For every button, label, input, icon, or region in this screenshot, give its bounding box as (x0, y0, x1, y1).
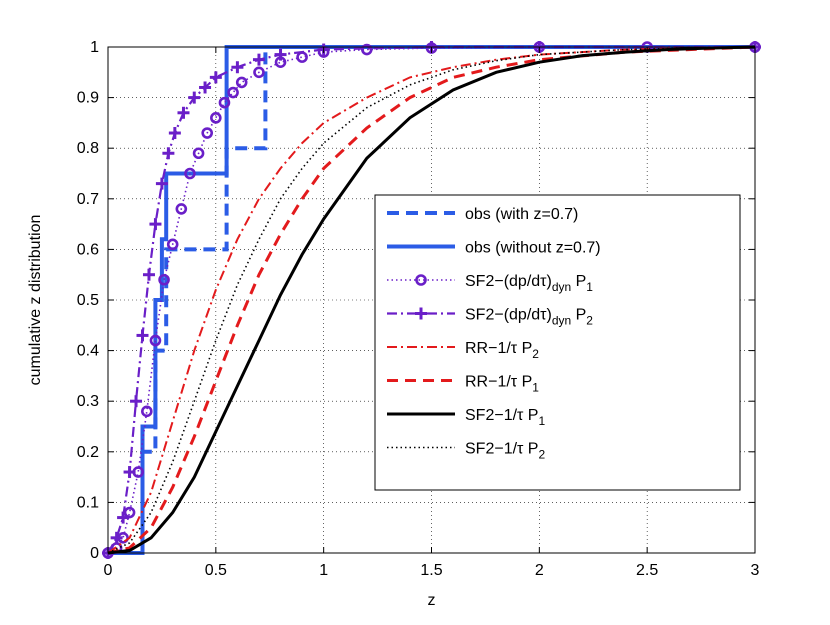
legend-label: RR−1/τ P1 (465, 374, 539, 395)
y-tick-label: 0.4 (77, 343, 99, 360)
series-line (107, 45, 755, 554)
data-point (209, 71, 222, 84)
data-point (175, 203, 188, 215)
data-point (192, 147, 205, 160)
series-line (107, 46, 756, 554)
y-tick-label: 0.3 (77, 393, 99, 410)
data-point (117, 511, 130, 524)
legend-label: RR−1/τ P2 (465, 340, 539, 361)
series-line (107, 46, 755, 554)
x-tick-label: 1 (319, 562, 328, 579)
legend-label: SF2−1/τ P1 (465, 407, 545, 428)
y-tick-label: 0.9 (77, 90, 99, 107)
data-point (218, 96, 231, 109)
series-1 (108, 45, 755, 555)
legend-entry: RR−1/τ P1 (387, 374, 539, 395)
data-point (201, 127, 214, 139)
tick-labels: 0 0.5 1 1.5 2 2.5 3 0 0.1 0.2 0.3 0.4 0.5 0.6 0.7 0.8 0.… (77, 39, 760, 579)
data-point (199, 81, 212, 94)
legend-entry: SF2−1/τ P2 (387, 441, 545, 462)
series-line (108, 45, 755, 555)
legend-box (374, 194, 741, 491)
x-tick-label: 1.5 (420, 562, 442, 579)
legend-entry: RR−1/τ P2 (387, 340, 539, 361)
x-axis-label: z (428, 592, 436, 609)
y-tick-label: 0.5 (77, 292, 99, 309)
y-tick-label: 0.8 (77, 140, 99, 157)
data-point (158, 273, 170, 286)
data-point (231, 61, 244, 74)
data-point (184, 167, 196, 180)
data-point (188, 91, 201, 104)
data-point (123, 506, 136, 519)
legend-label: obs (with z=0.7) (465, 206, 578, 223)
x-tick-label: 3 (751, 562, 760, 579)
data-point (141, 405, 153, 418)
x-tick-label: 0.5 (205, 562, 227, 579)
data-point (149, 334, 162, 347)
legend-entry: obs (with z=0.7) (387, 206, 578, 223)
series-4 (107, 46, 756, 554)
data-point (123, 466, 136, 479)
data-point (142, 268, 155, 281)
data-point (210, 112, 222, 124)
series-line (107, 46, 756, 554)
data-point (155, 177, 168, 190)
data-point (253, 66, 265, 79)
series-line (107, 45, 756, 555)
x-tick-label: 2.5 (636, 562, 658, 579)
legend-entry: SF2−(dp/dτ)dyn P2 (387, 307, 593, 328)
legend-marker (415, 274, 427, 286)
legend-entry: obs (without z=0.7) (387, 240, 601, 257)
series-6 (107, 45, 756, 555)
legend-label: obs (without z=0.7) (465, 240, 601, 257)
data-point (110, 531, 123, 544)
data-point (252, 53, 265, 66)
legend-entry: SF2−1/τ P1 (387, 407, 545, 428)
tick-marks (107, 46, 756, 554)
x-tick-label: 2 (535, 562, 544, 579)
y-tick-label: 0.7 (77, 191, 99, 208)
data-point (227, 86, 239, 99)
legend-label: SF2−(dp/dτ)dyn P1 (465, 273, 593, 294)
y-tick-label: 1 (90, 39, 99, 56)
y-tick-label: 0.2 (77, 444, 99, 461)
data-point (136, 329, 149, 342)
plot-series (102, 41, 761, 559)
data-point (130, 395, 143, 408)
y-tick-label: 0.1 (77, 494, 99, 511)
data-point (166, 238, 179, 251)
data-point (177, 106, 190, 119)
data-point (168, 127, 181, 140)
y-axis-label: cumulative z distribution (27, 215, 44, 386)
legend-marker (415, 307, 427, 320)
legend: obs (with z=0.7) obs (without z=0.7) SF2−(… (374, 194, 741, 491)
series-7 (107, 46, 756, 554)
legend-label: SF2−1/τ P2 (465, 441, 545, 462)
data-point (274, 48, 287, 61)
data-point (162, 147, 175, 160)
data-point (235, 76, 248, 89)
y-tick-label: 0.6 (77, 241, 99, 258)
x-tick-label: 0 (104, 562, 113, 579)
legend-entry: SF2−(dp/dτ)dyn P1 (387, 273, 593, 294)
legend-label: SF2−(dp/dτ)dyn P2 (465, 307, 593, 328)
data-point (149, 218, 162, 231)
y-tick-label: 0 (90, 545, 99, 562)
